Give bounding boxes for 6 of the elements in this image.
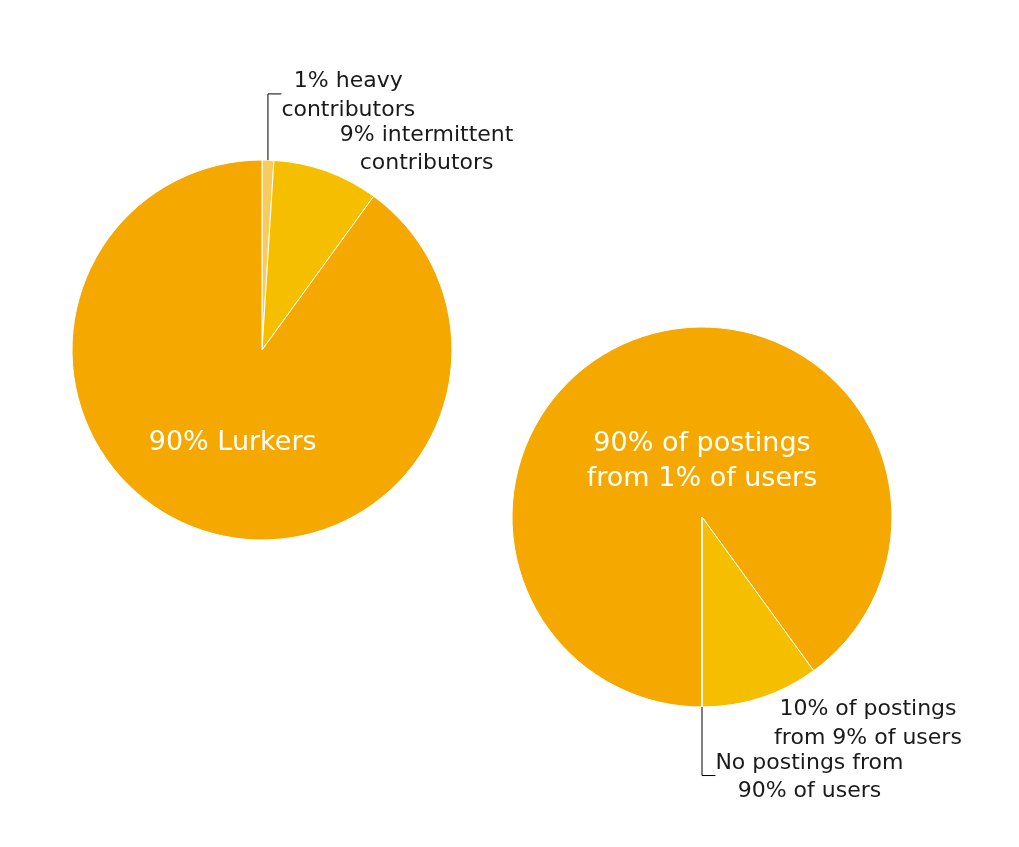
category-label: No postings from 90% of users xyxy=(715,748,904,803)
slice-label: 90% of postings from 1% of users xyxy=(586,425,818,492)
slice-label: 9% intermittent contributors xyxy=(339,120,514,175)
slice-label: 90% Lurkers xyxy=(148,424,317,456)
slice-label: 10% of postings from 9% of users xyxy=(774,695,962,749)
slice-label: 1% heavy contributors xyxy=(281,67,416,121)
